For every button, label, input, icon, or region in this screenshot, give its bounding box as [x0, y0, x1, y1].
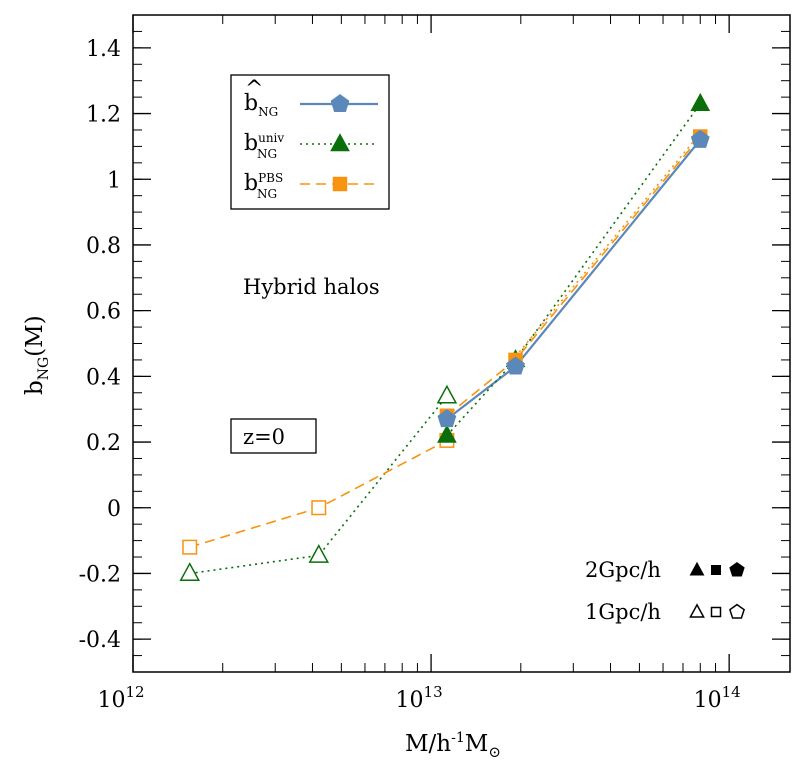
y-tick-label: 0.6 [86, 300, 121, 325]
resolution-marker-triangle [689, 561, 705, 576]
series-line-univ_1gpc [189, 395, 448, 575]
y-tick-label: 1.2 [86, 103, 121, 128]
resolution-marker-pentagon [729, 603, 745, 619]
resolution-marker-square [711, 565, 721, 575]
y-tick-label: -0.2 [79, 562, 121, 587]
data-point-univ_2gpc [690, 92, 711, 111]
data-point-univ_1gpc [179, 562, 200, 581]
plot-frame [132, 14, 791, 673]
data-point-pbs_1gpc [311, 500, 327, 516]
x-axis-title-main: M/h [405, 731, 451, 757]
resolution-marker-triangle [689, 603, 705, 618]
legend: bNG^ buniv NG bPBS NG [244, 77, 378, 201]
series-line-b_hat [446, 139, 702, 420]
y-tick-label: 0.2 [86, 431, 121, 456]
legend-marker [332, 176, 348, 192]
x-tick-label: 1014 [694, 683, 741, 713]
series-line-univ_2gpc_dense [514, 132, 701, 358]
legend-label: bPBS NG [244, 171, 283, 201]
series-line-pbs_1gpc [189, 439, 448, 548]
tick-labels: -0.4 -0.2 0 0.2 0.4 0.6 0.8 1 1.2 1.4 1012 1013 1014 [79, 37, 741, 713]
resolution-marker-pentagon [729, 561, 745, 577]
y-axis-title: bNG(M) [22, 315, 52, 395]
x-axis-title-main2: M [465, 731, 489, 757]
y-tick-label: 0.8 [86, 234, 121, 259]
resolution-label: 2Gpc/h [585, 558, 661, 582]
data-point-b_hat [506, 356, 525, 375]
x-tick-label: 1012 [97, 683, 144, 713]
y-tick-label: 0 [107, 497, 121, 522]
x-axis-title-sup: -1 [451, 730, 465, 746]
series-group [179, 92, 711, 581]
data-point-b_hat [690, 129, 710, 148]
y-axis-title-main: b [22, 380, 48, 395]
y-tick-label: 1 [107, 168, 121, 193]
redshift-box [230, 418, 317, 454]
resolution-legend: 2Gpc/h 1Gpc/h [585, 558, 745, 624]
legend-box [230, 74, 390, 210]
data-point-univ_1gpc [308, 544, 330, 563]
annotation-halos: Hybrid halos [243, 275, 380, 299]
x-axis-title-sub: ⊙ [488, 743, 501, 761]
series-line-pbs_2gpc [446, 135, 701, 417]
legend-label: bNG [244, 91, 278, 119]
data-point-univ_2gpc [437, 424, 457, 443]
legend-hat: ^ [245, 77, 263, 102]
x-tick-label: 1013 [396, 683, 443, 713]
annotation-redshift: z=0 [243, 425, 285, 449]
y-axis-title-sub: NG [36, 357, 52, 380]
legend-marker [330, 133, 350, 152]
data-point-univ_1gpc [436, 384, 458, 404]
resolution-label: 1Gpc/h [585, 600, 661, 624]
y-tick-label: -0.4 [79, 628, 121, 653]
legend-marker [330, 94, 350, 112]
y-axis-title-tail: (M) [22, 315, 48, 357]
x-axis-title: M/h-1M⊙ [405, 730, 501, 761]
legend-label: buniv NG [244, 131, 284, 161]
y-tick-label: 1.4 [86, 37, 121, 62]
y-tick-label: 0.4 [86, 365, 121, 390]
resolution-marker-square [710, 606, 722, 618]
data-point-b_hat [437, 409, 457, 428]
data-point-pbs_1gpc [182, 539, 198, 555]
